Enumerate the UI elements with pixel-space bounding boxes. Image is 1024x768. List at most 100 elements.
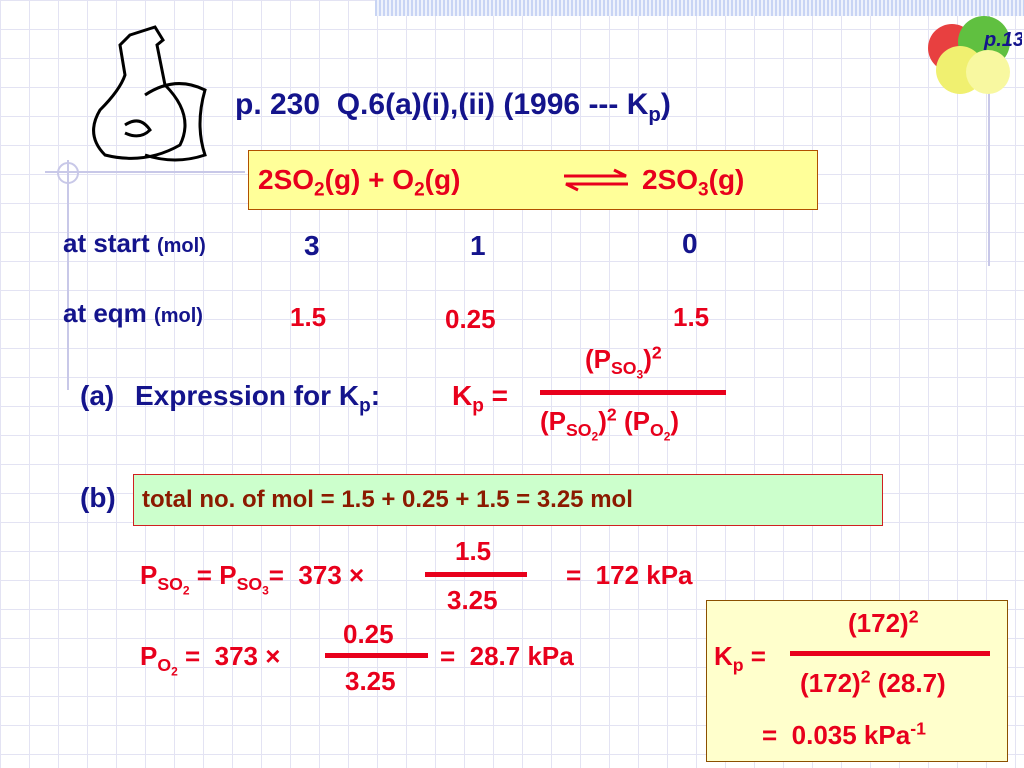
lhs: Kp = (714, 641, 766, 674)
text-part: (g) (708, 164, 745, 195)
subscript: 2 (314, 179, 325, 201)
value: 1 (470, 230, 486, 261)
text-part: SO (566, 420, 592, 441)
result: = 172 kPa (566, 560, 693, 590)
superscript: 2 (606, 404, 617, 425)
subscript: 2 (171, 664, 178, 679)
text-part: (172) (800, 668, 861, 698)
text-part: = P (189, 560, 237, 590)
title: p. 230 Q.6(a)(i),(ii) (1996 --- Kp) (235, 88, 671, 126)
value: 3 (304, 230, 320, 261)
reactants: 2SO2(g) + O2(g) (258, 164, 460, 200)
subscript: 3 (262, 583, 269, 598)
shape (565, 182, 628, 192)
badge-icon: p.13 (928, 16, 1022, 94)
subscript: p (359, 395, 371, 417)
subscript: 2 (663, 429, 671, 444)
superscript: 2 (651, 342, 662, 363)
numerator: 0.25 (343, 619, 394, 649)
fraction-line (790, 651, 990, 656)
denominator: (172)2 (28.7) (800, 668, 946, 698)
text-part: P (140, 641, 158, 671)
superscript: 2 (908, 606, 919, 627)
part-text: Expression for Kp: (135, 380, 381, 416)
subscript: SO2 (157, 574, 189, 596)
text-part: (P (585, 344, 611, 374)
value: 1.5 (290, 302, 327, 332)
part-label: (a) (80, 380, 115, 411)
rule-v (67, 160, 69, 390)
text-part: at eqm (63, 298, 147, 328)
text-part: = 0.035 kPa (762, 720, 911, 750)
text-part: K (452, 380, 473, 411)
text-part: ) (598, 406, 607, 436)
subscript: p (648, 104, 661, 126)
crosshair (57, 162, 79, 184)
text-part: (mol) (156, 235, 206, 257)
text-part: SO (236, 574, 263, 595)
subscript: 2 (182, 583, 190, 598)
text-part: : (370, 380, 381, 411)
row-label: at eqm (mol) (63, 300, 203, 326)
subscript: 3 (636, 367, 644, 382)
subscript: SO2 (566, 420, 598, 442)
total-box (133, 474, 883, 526)
flask-icon (92, 25, 207, 162)
text-part: O (157, 655, 172, 676)
value: 1.5 (673, 302, 710, 332)
numerator: 1.5 (455, 536, 492, 566)
equation-box (248, 150, 818, 210)
text-part: = 373 × (268, 560, 365, 590)
text-part: SO (611, 358, 637, 379)
fraction-line (540, 390, 726, 395)
subscript: 2 (414, 179, 425, 201)
value: 0 (682, 228, 698, 259)
text-part: SO (157, 574, 183, 595)
result: = 28.7 kPa (440, 641, 574, 671)
value: 0.25 (445, 304, 496, 334)
shape (564, 168, 627, 178)
text-part: ) (670, 406, 680, 436)
subscript: SO3 (611, 358, 643, 380)
badge: p.13 (983, 29, 1022, 51)
lhs: PO2 = 373 × (140, 641, 281, 678)
lhs: PSO2 = PSO3= 373 × (140, 560, 365, 597)
part-label: (b) (80, 482, 116, 513)
shape (966, 50, 1010, 94)
total: total no. of mol = 1.5 + 0.25 + 1.5 = 3.… (142, 486, 633, 513)
superscript: 2 (860, 666, 871, 687)
subscript: O2 (157, 655, 177, 677)
text-part: ) (643, 344, 652, 374)
fraction-line (325, 653, 428, 658)
text-part: (172) (848, 608, 909, 638)
text-part: = 373 × (177, 641, 281, 671)
numerator: (PSO3)2 (585, 344, 662, 381)
text-part: (mol) (154, 305, 203, 327)
numerator: (172)2 (848, 608, 919, 638)
text-part: 2SO (642, 164, 699, 195)
text-part: ) (660, 88, 671, 121)
shape (144, 82, 207, 162)
subscript: O2 (650, 420, 670, 442)
superscript: -1 (910, 718, 926, 739)
rule-right (988, 16, 990, 266)
equilibrium-arrow (564, 168, 628, 192)
text-part: (g) + O (324, 164, 415, 195)
text-part: 2SO (258, 164, 315, 195)
fraction-line (425, 572, 527, 577)
shape (124, 119, 152, 138)
text-part: (P (616, 406, 650, 436)
products: 2SO3(g) (642, 164, 745, 200)
text-part: K (714, 641, 733, 671)
text-part: P (140, 560, 158, 590)
lhs: Kp = (452, 380, 509, 416)
result: = 0.035 kPa-1 (762, 720, 926, 750)
text-part: p. 230 Q.6(a)(i),(ii) (1996 --- K (235, 88, 649, 121)
shape (92, 25, 187, 160)
subscript: p (472, 395, 484, 417)
text-part: = (483, 380, 509, 411)
subscript: 3 (698, 179, 709, 201)
kp-box (706, 600, 1008, 762)
text-part: at start (63, 228, 150, 258)
